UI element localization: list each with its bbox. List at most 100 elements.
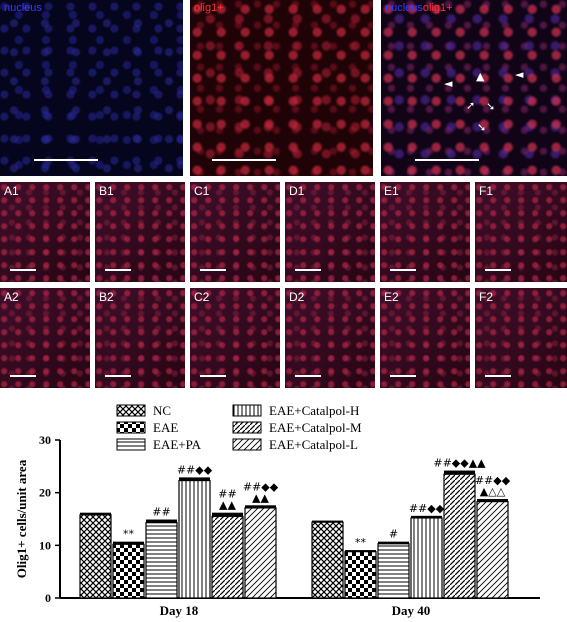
label-merge: nucleusolig1+ (385, 2, 453, 14)
panel-b2: B2 (95, 288, 185, 388)
legend-swatch (232, 421, 262, 434)
panel-label: E1 (384, 184, 399, 198)
scale-bar (390, 375, 416, 377)
panel-b1: B1 (95, 182, 185, 282)
arrow-icon: ➘ (486, 100, 496, 113)
arrow-icon: ➚ (466, 99, 476, 112)
scale-bar (34, 159, 98, 161)
scale-bar (105, 375, 131, 377)
y-tick-label: 10 (39, 538, 51, 552)
panel-a2: A2 (0, 288, 90, 388)
error-bar (477, 498, 508, 502)
significance-label: ** (123, 528, 135, 541)
label-nucleus: nucleus (4, 2, 42, 14)
x-category-label: Day 40 (392, 603, 431, 618)
legend-label: EAE (153, 420, 178, 435)
scale-bar (485, 269, 511, 271)
y-axis-label: Olig1+ cells/unit area (14, 459, 29, 578)
panel-a1: A1 (0, 182, 90, 282)
chart-legend: NC EAE EAE+PA EAE+Catalpol-H EAE+Catalpol-M E… (116, 403, 362, 452)
panel-label: F1 (479, 184, 494, 198)
error-bar (345, 550, 376, 552)
bar (476, 501, 509, 599)
bar (443, 473, 476, 599)
bar (344, 551, 377, 599)
arrowhead-icon: ◄ (515, 68, 524, 81)
panel-merge: nucleusolig1+ ◄ ▲ ◄ ➚ ➘ ➘ (381, 0, 567, 176)
significance-label: ▲▲ (219, 499, 236, 512)
significance-label: ##◆◆▲▲ (433, 457, 486, 470)
scale-bar (10, 375, 36, 377)
error-bar (179, 477, 210, 481)
panel-c2: C2 (190, 288, 280, 388)
error-bar (80, 512, 111, 515)
bar (145, 522, 178, 599)
significance-label: ▲▲ (252, 491, 269, 504)
legend-label: NC (153, 403, 171, 418)
scale-bar (10, 269, 36, 271)
legend-swatch (116, 438, 146, 451)
scale-bar (485, 375, 511, 377)
arrow-icon: ➘ (477, 121, 487, 134)
error-bar (312, 520, 343, 523)
error-bar (411, 515, 442, 518)
bar (311, 521, 344, 599)
legend-swatch (232, 438, 262, 451)
bar (244, 507, 277, 599)
legend-swatch (116, 404, 146, 417)
bar (112, 543, 145, 599)
scale-bar (200, 375, 226, 377)
label-merge-olig1: olig1+ (422, 2, 453, 14)
bar-chart: NC EAE EAE+PA EAE+Catalpol-H EAE+Catalpol-M E… (14, 403, 540, 618)
significance-label: ▲△△ (480, 485, 506, 498)
bar (79, 514, 112, 599)
bar (211, 515, 244, 599)
error-bar (212, 512, 243, 517)
significance-label: ##◆◆ (475, 474, 511, 487)
y-tick-label: 20 (39, 486, 51, 500)
bar (410, 517, 443, 599)
panel-label: C2 (194, 290, 210, 304)
panel-e2: E2 (380, 288, 470, 388)
scale-bar (105, 269, 131, 271)
legend-label: EAE+Catalpol-L (269, 437, 358, 452)
significance-label: ** (355, 536, 367, 549)
panel-label: A1 (4, 184, 19, 198)
panel-f2: F2 (475, 288, 567, 388)
legend-label: EAE+PA (153, 437, 202, 452)
error-bar (444, 470, 475, 475)
arrowhead-icon: ▲ (476, 70, 485, 83)
legend-swatch (232, 404, 262, 417)
significance-label: ## (152, 506, 170, 519)
legend-label: EAE+Catalpol-M (269, 420, 362, 435)
error-bar (113, 541, 144, 545)
legend-swatch (116, 421, 146, 434)
panel-label: A2 (4, 290, 19, 304)
significance-label: # (389, 528, 398, 541)
panel-f1: F1 (475, 182, 567, 282)
bar (178, 479, 211, 599)
legend-label: EAE+Catalpol-H (269, 403, 359, 418)
bar (377, 543, 410, 599)
panel-label: E2 (384, 290, 399, 304)
error-bar (378, 541, 409, 544)
panel-e1: E1 (380, 182, 470, 282)
y-tick-label: 0 (45, 591, 51, 605)
scale-bar (390, 269, 416, 271)
scale-bar (295, 269, 321, 271)
scale-bar (212, 159, 276, 161)
panel-label: D1 (289, 184, 305, 198)
significance-label: ##◆◆ (409, 502, 445, 515)
panel-d2: D2 (285, 288, 375, 388)
significance-label: ##◆◆ (177, 463, 213, 476)
arrowhead-icon: ◄ (444, 77, 453, 90)
error-bar (245, 505, 276, 508)
panel-label: D2 (289, 290, 305, 304)
panel-label: B1 (99, 184, 114, 198)
panel-c1: C1 (190, 182, 280, 282)
scale-bar (200, 269, 226, 271)
y-tick-label: 30 (39, 433, 51, 447)
x-category-label: Day 18 (160, 603, 199, 618)
label-olig1: olig1+ (194, 2, 224, 14)
panel-label: F2 (479, 290, 494, 304)
